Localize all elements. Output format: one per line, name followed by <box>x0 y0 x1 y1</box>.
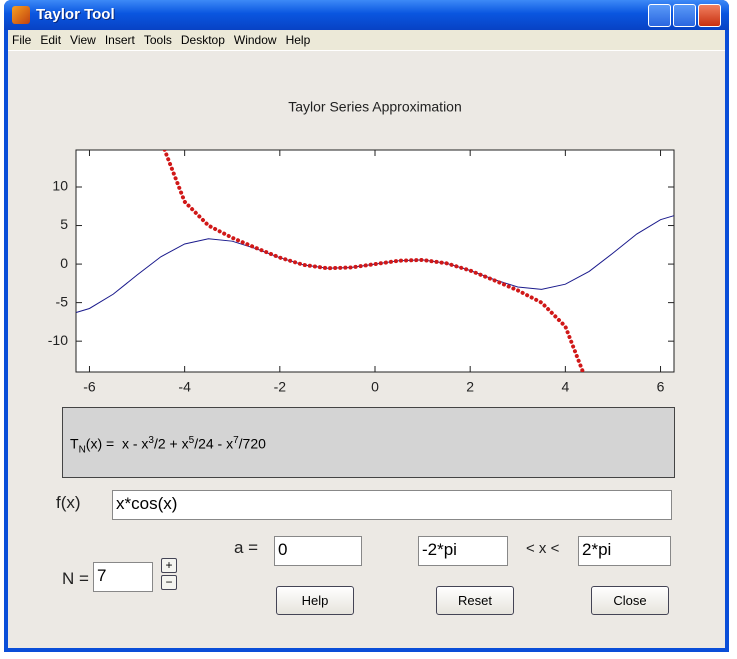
reset-button[interactable]: Reset <box>436 586 514 615</box>
window: Taylor Tool File Edit View Insert Tools Deskt… <box>4 0 729 652</box>
increment-button[interactable]: + <box>161 558 177 573</box>
y-tick-label: -5 <box>56 293 69 309</box>
decrement-button[interactable]: − <box>161 575 177 590</box>
x-tick-label: 6 <box>657 379 665 395</box>
formula-exp: 5 <box>188 435 195 446</box>
x-tick-label: 0 <box>371 379 379 395</box>
a-input[interactable]: 0 <box>274 536 362 566</box>
plot-area <box>75 149 675 373</box>
f-input[interactable]: x*cos(x) <box>112 490 672 520</box>
formula-t: T <box>70 435 79 452</box>
title-bar: Taylor Tool <box>4 0 729 30</box>
menu-item[interactable]: File <box>12 33 32 47</box>
menu-item[interactable]: Desktop <box>180 33 225 47</box>
xmax-input[interactable]: 2*pi <box>578 536 671 566</box>
x-tick-label: -2 <box>274 379 287 395</box>
taylor-line <box>162 150 586 372</box>
n-input[interactable]: 7 <box>93 562 153 592</box>
chart-title: Taylor Series Approximation <box>288 99 462 115</box>
y-tick-label: 0 <box>60 255 68 271</box>
formula-sub: N <box>78 444 86 456</box>
formula-exp: 3 <box>148 435 154 446</box>
formula-exp: 7 <box>233 435 239 446</box>
menu-item[interactable]: Help <box>285 33 311 47</box>
n-label: N = <box>62 569 89 588</box>
help-button[interactable]: Help <box>276 586 354 615</box>
formula-part: /720 <box>238 435 266 452</box>
formula-part: x - x <box>121 435 149 452</box>
formula-lhs: (x) = <box>85 435 115 452</box>
x-range-label: < x < <box>526 540 560 557</box>
maximize-button[interactable] <box>673 4 696 27</box>
minimize-button[interactable] <box>648 4 671 27</box>
close-window-button[interactable] <box>698 4 721 27</box>
a-label: a = <box>234 538 259 557</box>
formula-box: TN(x) = x - x3/2 + x5/24 - x7/720 <box>62 407 675 478</box>
client-area: File Edit View Insert Tools Desktop Window Help… <box>8 30 725 648</box>
menu-item[interactable]: View <box>70 33 96 47</box>
chart: Taylor Series Approximation -6 -4 -2 0 2 4 6 -1… <box>48 99 675 395</box>
menu-item[interactable]: Window <box>233 33 277 47</box>
x-tick-label: -6 <box>83 379 96 395</box>
formula-part: /24 - x <box>194 435 234 452</box>
close-button[interactable]: Close <box>591 586 669 615</box>
y-tick-label: 5 <box>60 216 68 232</box>
f-label: f(x) <box>56 493 81 512</box>
formula-part: /2 + x <box>153 435 189 452</box>
window-title: Taylor Tool <box>36 6 115 23</box>
menu-bar: File Edit View Insert Tools Desktop Window Help <box>8 30 725 51</box>
x-tick-label: -4 <box>178 379 191 395</box>
x-tick-label: 4 <box>561 379 569 395</box>
y-tick-label: -10 <box>48 332 68 348</box>
app-icon <box>12 6 30 24</box>
xmin-input[interactable]: -2*pi <box>418 536 508 566</box>
menu-item[interactable]: Insert <box>104 33 135 47</box>
x-tick-label: 2 <box>466 379 474 395</box>
menu-item[interactable]: Edit <box>40 33 62 47</box>
menu-item[interactable]: Tools <box>143 33 172 47</box>
y-tick-label: 10 <box>52 178 68 194</box>
plot-lines <box>76 150 674 372</box>
